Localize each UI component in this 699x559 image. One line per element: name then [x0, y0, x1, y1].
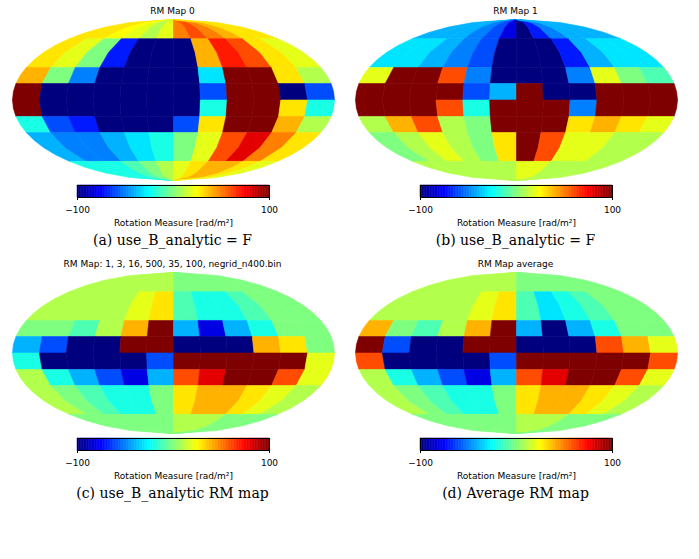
svg-text:−100: −100: [408, 205, 433, 215]
html-text:(d) Average RM map: (d) Average RM map: [442, 485, 589, 501]
svg-text:100: 100: [260, 458, 277, 468]
html-text:RM Map average: RM Map average: [477, 259, 554, 269]
svg-text:Rotation Measure [rad/m²]: Rotation Measure [rad/m²]: [457, 471, 576, 481]
svg-text:−100: −100: [65, 205, 90, 215]
html-text:(a) use_B_analytic = F: (a) use_B_analytic = F: [93, 232, 252, 248]
html-text:(c) use_B_analytic RM map: (c) use_B_analytic RM map: [76, 485, 269, 501]
html-text:(b) use_B_analytic = F: (b) use_B_analytic = F: [435, 232, 596, 248]
html-text:RM Map 0: RM Map 0: [150, 6, 195, 16]
svg-text:−100: −100: [65, 458, 90, 468]
svg-text:100: 100: [260, 205, 277, 215]
svg-text:100: 100: [603, 458, 620, 468]
svg-text:Rotation Measure [rad/m²]: Rotation Measure [rad/m²]: [114, 218, 233, 228]
svg-text:Rotation Measure [rad/m²]: Rotation Measure [rad/m²]: [114, 471, 233, 481]
html-text:RM Map 1: RM Map 1: [493, 6, 538, 16]
html-text:RM Map: 1, 3, 16, 500, 35, 100: RM Map: 1, 3, 16, 500, 35, 100, negrid_n…: [63, 259, 282, 269]
svg-text:100: 100: [603, 205, 620, 215]
svg-text:−100: −100: [408, 458, 433, 468]
svg-text:Rotation Measure [rad/m²]: Rotation Measure [rad/m²]: [457, 218, 576, 228]
